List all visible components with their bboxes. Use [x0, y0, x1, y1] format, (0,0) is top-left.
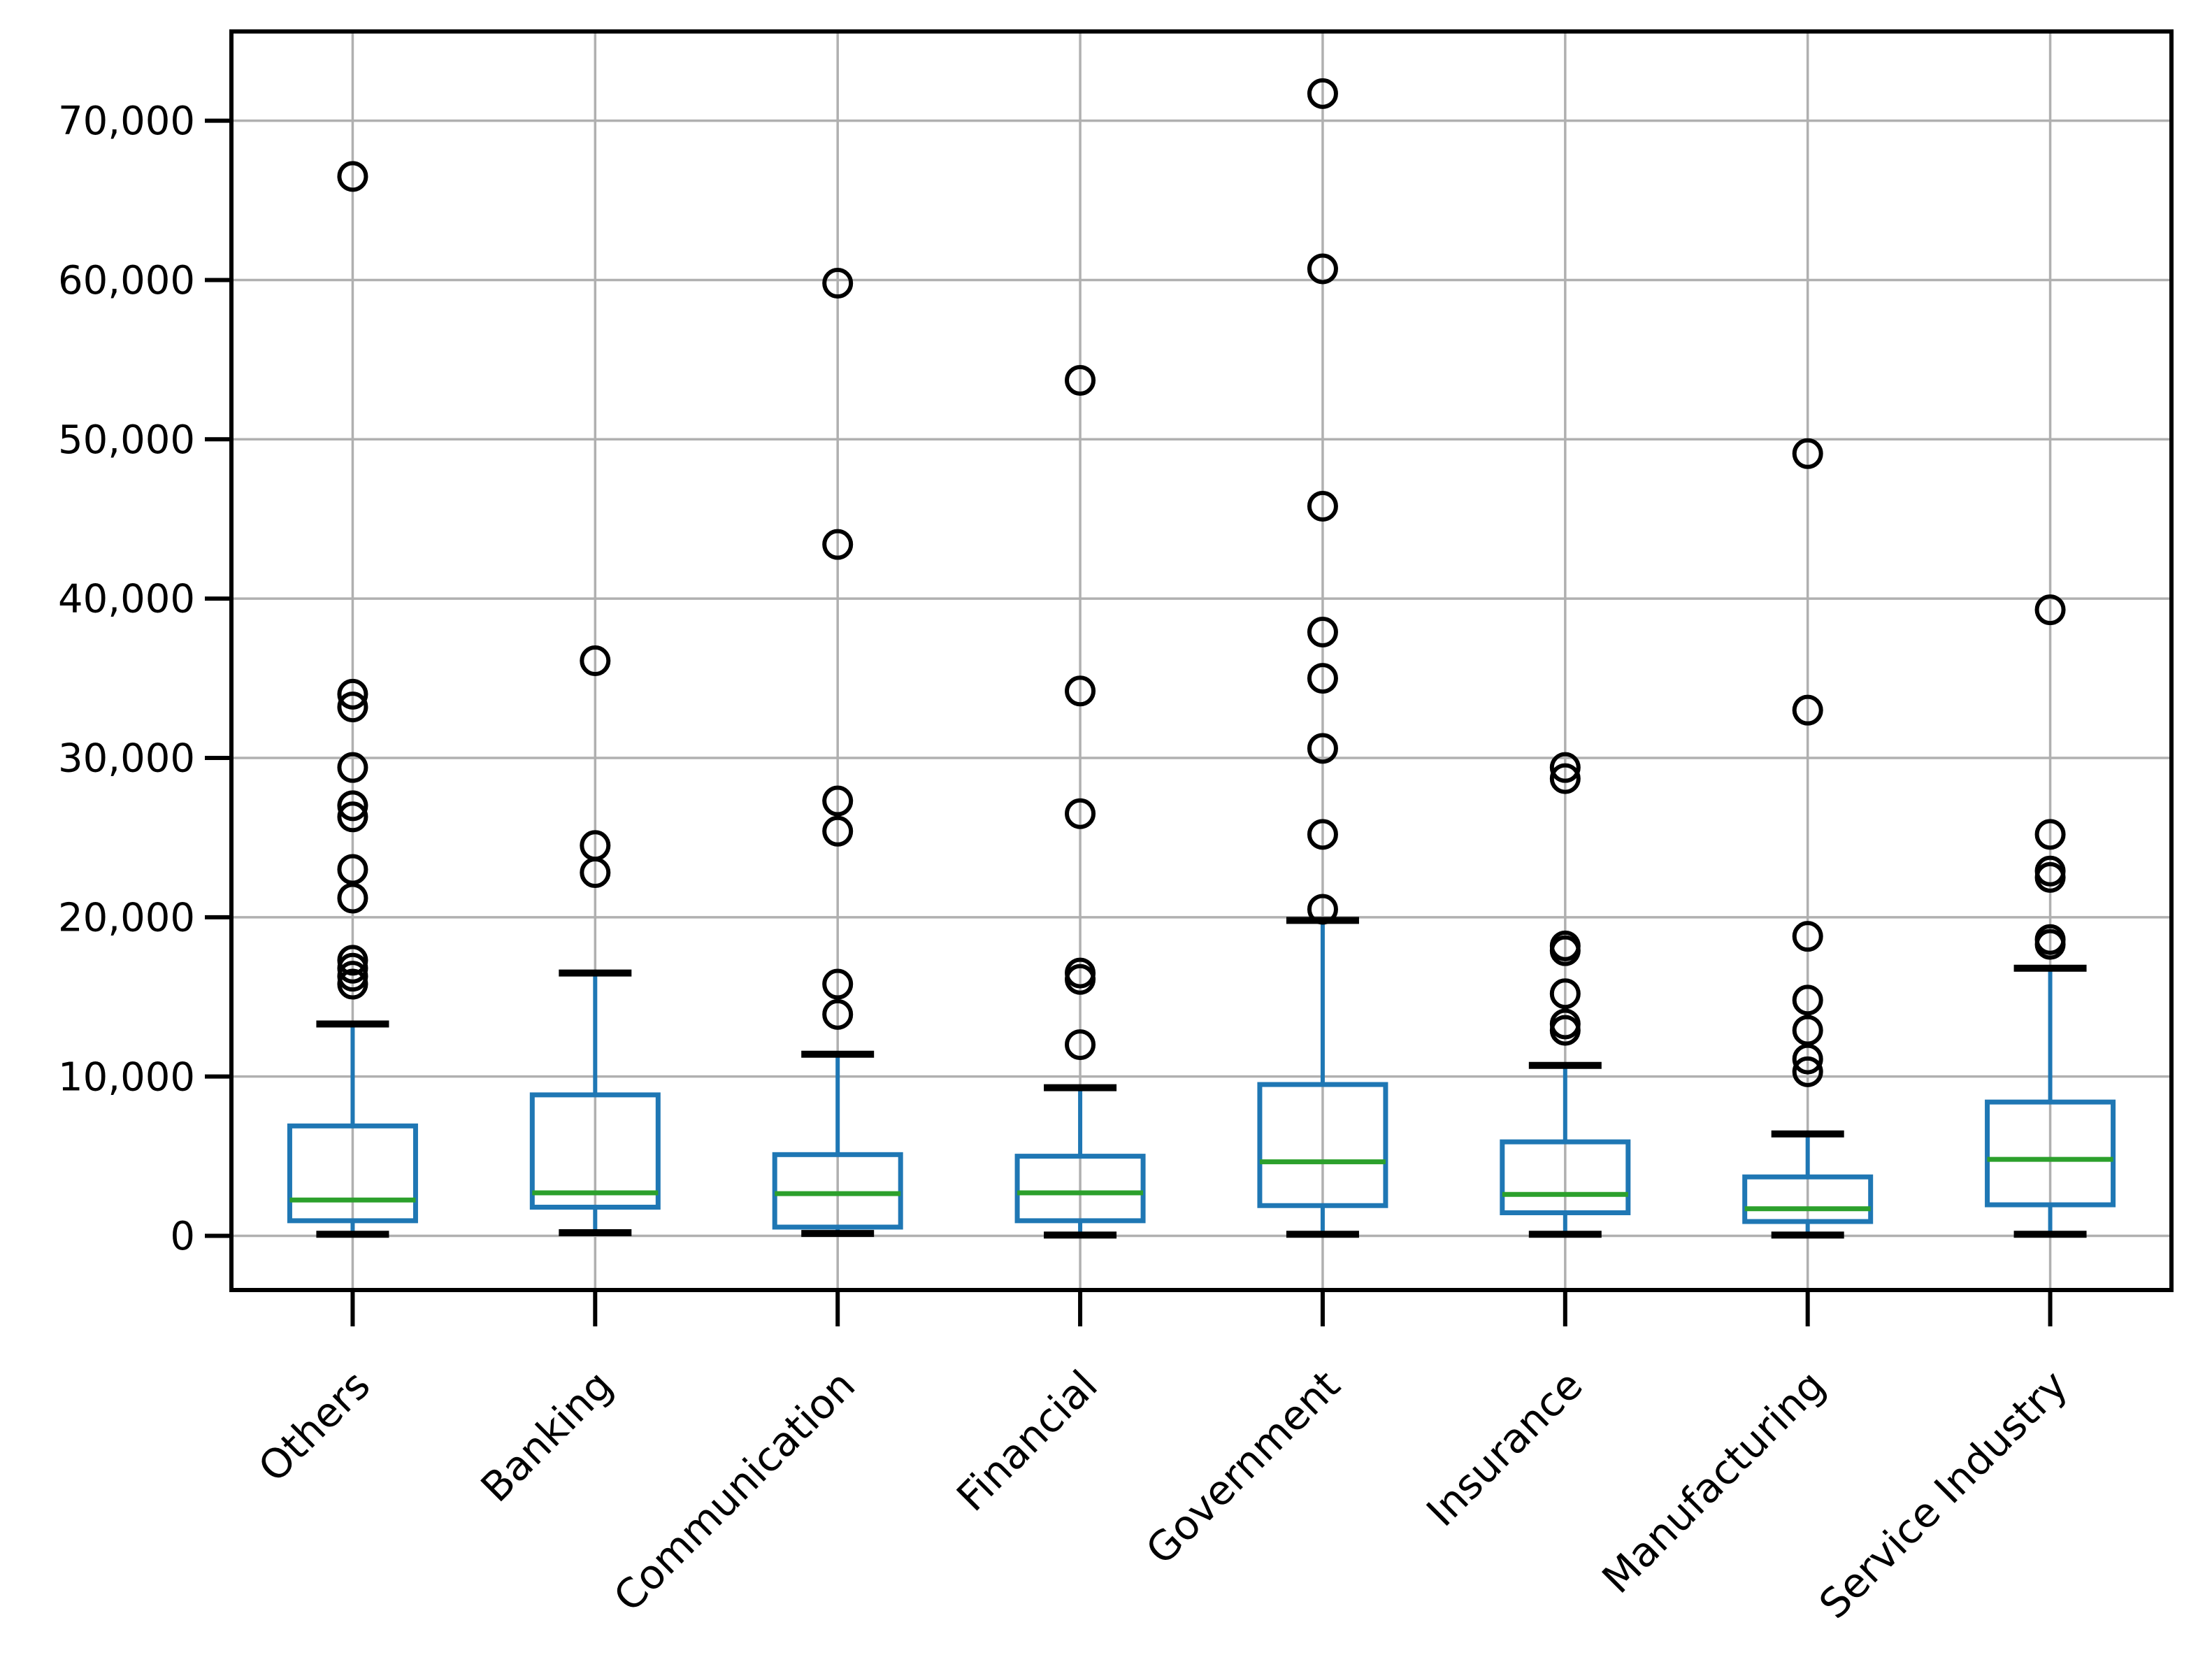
outlier-point: [1792, 1015, 1823, 1046]
outlier-point: [2034, 819, 2066, 850]
y-axis-tick-label: 30,000: [58, 736, 195, 782]
plot-border: [229, 29, 2174, 1292]
outlier-point: [1065, 1029, 1096, 1061]
outlier-point: [2034, 855, 2066, 887]
outlier-point: [822, 998, 854, 1030]
iqr-box: [772, 1152, 903, 1230]
outlier-point: [1792, 984, 1823, 1016]
outlier-point: [1307, 490, 1338, 522]
y-axis-tick-label: 10,000: [58, 1054, 195, 1100]
outlier-point: [1792, 438, 1823, 469]
outlier-point: [1307, 733, 1338, 764]
iqr-box: [529, 1092, 661, 1210]
outlier-point: [1065, 957, 1096, 989]
outlier-point: [822, 968, 854, 1000]
outlier-point: [822, 529, 854, 560]
outlier-point: [1307, 894, 1338, 925]
outlier-point: [1549, 978, 1581, 1010]
outlier-point: [1307, 663, 1338, 694]
y-axis-tick-label: 20,000: [58, 895, 195, 940]
iqr-box: [1742, 1174, 1874, 1224]
outlier-point: [1065, 675, 1096, 707]
outlier-point: [337, 801, 368, 833]
y-axis-tick-label: 40,000: [58, 577, 195, 622]
outlier-point: [1307, 253, 1338, 285]
outlier-point: [2034, 924, 2066, 955]
outlier-point: [337, 161, 368, 192]
outlier-point: [337, 945, 368, 976]
outlier-point: [1792, 1043, 1823, 1075]
y-axis-tick-label: 70,000: [58, 99, 195, 144]
iqr-box: [1257, 1082, 1388, 1208]
outlier-point: [580, 830, 611, 861]
iqr-box: [1500, 1139, 1631, 1215]
outlier-point: [1549, 930, 1581, 961]
outlier-point: [1307, 616, 1338, 647]
outlier-point: [822, 268, 854, 299]
outlier-point: [822, 815, 854, 847]
outlier-point: [337, 790, 368, 822]
y-axis-tick-label: 0: [170, 1214, 195, 1259]
y-axis-tick-label: 50,000: [58, 417, 195, 463]
outlier-point: [1549, 763, 1581, 794]
outlier-point: [580, 645, 611, 676]
outlier-point: [822, 785, 854, 817]
outlier-point: [1065, 798, 1096, 829]
outlier-point: [1792, 694, 1823, 726]
outlier-point: [1549, 752, 1581, 783]
outlier-point: [337, 968, 368, 1000]
outlier-point: [337, 882, 368, 914]
iqr-box: [1014, 1154, 1146, 1224]
y-axis-tick-label: 60,000: [58, 258, 195, 303]
iqr-box: [1985, 1099, 2116, 1208]
outlier-point: [337, 952, 368, 984]
outlier-point: [337, 961, 368, 992]
outlier-point: [337, 692, 368, 723]
outlier-point: [337, 678, 368, 710]
outlier-point: [1065, 364, 1096, 396]
outlier-point: [1549, 1008, 1581, 1040]
outlier-point: [337, 752, 368, 783]
iqr-box: [287, 1123, 418, 1224]
outlier-point: [1792, 1056, 1823, 1087]
outlier-point: [1307, 78, 1338, 109]
outlier-point: [1307, 819, 1338, 850]
outlier-point: [2034, 594, 2066, 626]
outlier-point: [337, 854, 368, 885]
outlier-point: [1792, 921, 1823, 952]
